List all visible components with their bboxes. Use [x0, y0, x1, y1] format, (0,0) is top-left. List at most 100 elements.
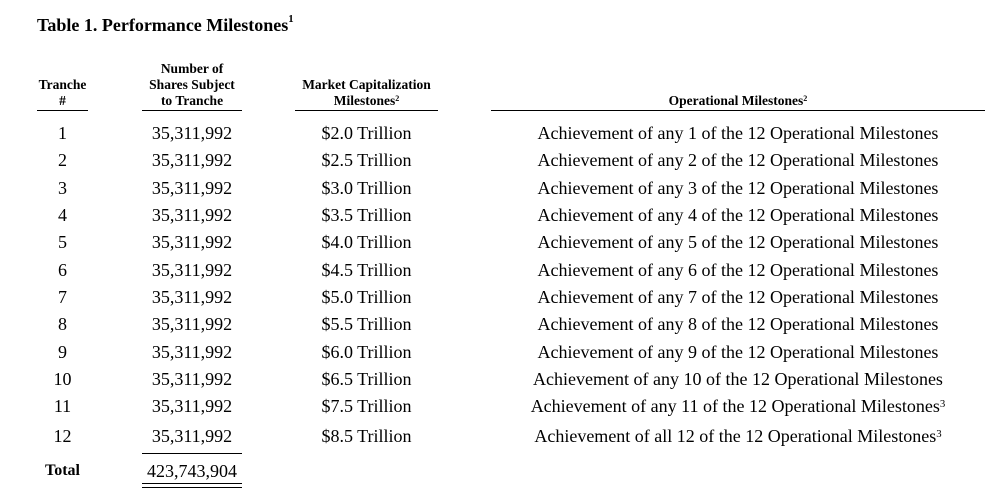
operational-cell: Achievement of any 6 of the 12 Operation…: [491, 260, 985, 280]
tranche-cell-text: 7: [58, 287, 67, 307]
market-cap-cell: $3.0 Trillion: [295, 178, 438, 198]
tranche-cell: 3: [37, 178, 88, 198]
operational-cell-text: Achievement of any 11 of the 12 Operatio…: [530, 396, 940, 416]
footnote-marker: 3: [939, 398, 946, 410]
shares-cell: 35,311,992: [142, 426, 242, 446]
operational-cell-text: Achievement of any 5 of the 12 Operation…: [537, 232, 939, 252]
header-text: Milestones: [333, 93, 396, 108]
footnote-marker: 2: [395, 94, 400, 103]
shares-cell-text: 35,311,992: [151, 178, 233, 198]
market-cap-cell-text: $3.5 Trillion: [321, 205, 412, 225]
market-cap-cell: $6.5 Trillion: [295, 369, 438, 389]
header-operational: Operational Milestones2: [491, 93, 985, 111]
tranche-cell: 4: [37, 205, 88, 225]
market-cap-cell-text: $3.0 Trillion: [321, 178, 412, 198]
tranche-cell-text: 8: [58, 314, 67, 334]
title-text: Table 1. Performance Milestones: [37, 15, 289, 35]
table-title: Table 1. Performance Milestones1: [37, 13, 294, 36]
header-line: to Tranche: [160, 93, 224, 108]
operational-cell-text: Achievement of any 6 of the 12 Operation…: [537, 260, 939, 280]
market-cap-cell: $5.0 Trillion: [295, 287, 438, 307]
tranche-cell-text: 10: [53, 369, 72, 389]
operational-cell: Achievement of any 3 of the 12 Operation…: [491, 178, 985, 198]
market-cap-cell-text: $6.5 Trillion: [321, 369, 412, 389]
tranche-cell: 2: [37, 150, 88, 170]
market-cap-cell: $7.5 Trillion: [295, 396, 438, 416]
shares-cell: 35,311,992: [142, 205, 242, 225]
operational-cell: Achievement of any 8 of the 12 Operation…: [491, 314, 985, 334]
operational-cell-text: Achievement of any 10 of the 12 Operatio…: [533, 369, 943, 389]
shares-cell-text: 35,311,992: [151, 205, 233, 225]
total-double-rule: [142, 483, 242, 488]
market-cap-cell: $8.5 Trillion: [295, 426, 438, 446]
operational-cell: Achievement of any 1 of the 12 Operation…: [491, 123, 985, 143]
market-cap-cell-text: $7.5 Trillion: [321, 396, 412, 416]
operational-cell-text: Achievement of all 12 of the 12 Operatio…: [534, 426, 937, 446]
shares-cell: 35,311,992: [142, 287, 242, 307]
shares-cell: 35,311,992: [142, 342, 242, 362]
operational-cell-text: Achievement of any 2 of the 12 Operation…: [537, 150, 939, 170]
market-cap-cell-text: $8.5 Trillion: [321, 426, 412, 446]
subtotal-rule: [142, 453, 242, 454]
total-label: Total: [45, 462, 80, 479]
operational-cell-text: Achievement of any 3 of the 12 Operation…: [537, 178, 939, 198]
operational-cell: Achievement of any 5 of the 12 Operation…: [491, 232, 985, 252]
tranche-cell-text: 5: [58, 232, 67, 252]
operational-cell-text: Achievement of any 7 of the 12 Operation…: [537, 287, 939, 307]
tranche-cell: 6: [37, 260, 88, 280]
shares-cell: 35,311,992: [142, 369, 242, 389]
header-line: Number of: [160, 61, 224, 76]
footnote-marker: 2: [803, 94, 808, 103]
tranche-cell: 7: [37, 287, 88, 307]
shares-cell: 35,311,992: [142, 260, 242, 280]
header-tranche: Tranche #: [37, 77, 88, 111]
shares-cell-text: 35,311,992: [151, 260, 233, 280]
market-cap-cell: $2.5 Trillion: [295, 150, 438, 170]
tranche-cell: 1: [37, 123, 88, 143]
shares-cell-text: 35,311,992: [151, 369, 233, 389]
market-cap-cell: $5.5 Trillion: [295, 314, 438, 334]
header-line: Shares Subject: [149, 77, 235, 92]
shares-cell-text: 35,311,992: [151, 150, 233, 170]
shares-cell-text: 35,311,992: [151, 287, 233, 307]
operational-cell: Achievement of any 9 of the 12 Operation…: [491, 342, 985, 362]
header-text: Operational Milestones: [668, 93, 804, 108]
shares-cell-text: 35,311,992: [151, 342, 233, 362]
header-line: Tranche: [38, 77, 87, 92]
footnote-marker: 1: [288, 13, 294, 25]
operational-cell: Achievement of any 2 of the 12 Operation…: [491, 150, 985, 170]
market-cap-cell-text: $2.0 Trillion: [321, 123, 412, 143]
market-cap-cell-text: $6.0 Trillion: [321, 342, 412, 362]
shares-cell: 35,311,992: [142, 232, 242, 252]
tranche-cell: 12: [37, 426, 88, 446]
operational-cell: Achievement of any 10 of the 12 Operatio…: [491, 369, 985, 389]
header-line: Operational Milestones2: [491, 93, 985, 109]
tranche-cell-text: 6: [58, 260, 67, 280]
market-cap-cell: $3.5 Trillion: [295, 205, 438, 225]
market-cap-cell: $4.5 Trillion: [295, 260, 438, 280]
operational-cell-text: Achievement of any 8 of the 12 Operation…: [537, 314, 939, 334]
header-market-cap: Market Capitalization Milestones2: [295, 77, 438, 111]
tranche-cell: 10: [37, 369, 88, 389]
footnote-marker: 3: [936, 428, 942, 440]
shares-cell: 35,311,992: [142, 314, 242, 334]
operational-cell-text: Achievement of any 4 of the 12 Operation…: [537, 205, 939, 225]
shares-cell: 35,311,992: [142, 123, 242, 143]
tranche-cell: 5: [37, 232, 88, 252]
tranche-cell-text: 12: [53, 426, 72, 446]
tranche-cell: 8: [37, 314, 88, 334]
tranche-cell: 9: [37, 342, 88, 362]
tranche-cell-text: 1: [58, 123, 67, 143]
shares-cell-text: 35,311,992: [151, 396, 233, 416]
tranche-cell-text: 3: [58, 178, 67, 198]
market-cap-cell: $4.0 Trillion: [295, 232, 438, 252]
market-cap-cell-text: $2.5 Trillion: [321, 150, 412, 170]
header-line: Milestones2: [295, 93, 438, 109]
total-shares: 423,743,904: [147, 461, 237, 481]
shares-cell-text: 35,311,992: [151, 123, 233, 143]
market-cap-cell: $2.0 Trillion: [295, 123, 438, 143]
shares-cell-text: 35,311,992: [151, 232, 233, 252]
operational-cell: Achievement of any 11 of the 12 Operatio…: [491, 396, 985, 416]
operational-cell: Achievement of any 7 of the 12 Operation…: [491, 287, 985, 307]
